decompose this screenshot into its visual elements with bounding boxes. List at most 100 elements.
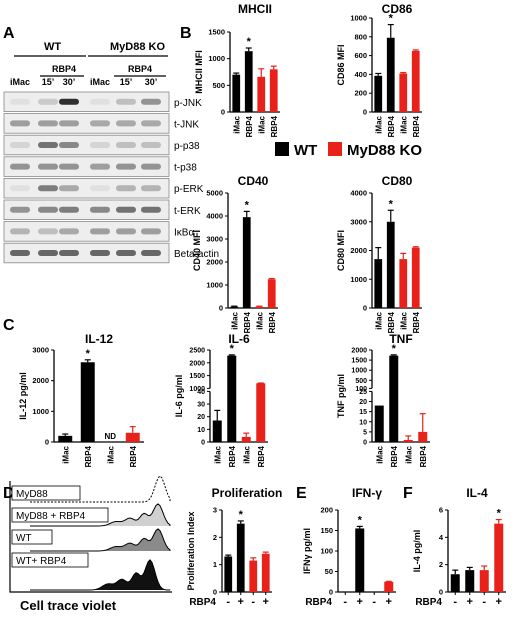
chart-title: CD80 xyxy=(382,174,413,188)
bar xyxy=(374,75,383,112)
y-tick-label: 6 xyxy=(439,506,443,515)
blot-band xyxy=(116,120,136,127)
blot-band xyxy=(59,206,79,213)
significance-star: * xyxy=(245,199,250,211)
blot-band xyxy=(38,250,58,256)
x-tick-label: - xyxy=(226,596,230,608)
blot-strip xyxy=(3,134,170,156)
blot-band xyxy=(141,120,161,127)
blot-band xyxy=(116,185,136,192)
blot-band xyxy=(38,185,58,192)
bar xyxy=(374,259,383,308)
y-axis-label: TNF pg/ml xyxy=(336,374,346,418)
x-tick-label: iMac xyxy=(255,311,264,329)
blot-band xyxy=(141,228,161,235)
significance-star: * xyxy=(497,508,502,520)
bar xyxy=(212,420,222,442)
bar xyxy=(389,355,399,442)
x-tick-label: iMac xyxy=(213,445,222,463)
blot-band xyxy=(59,98,79,105)
bar xyxy=(479,570,489,592)
y-tick-label: 30 xyxy=(197,402,205,409)
blot-band xyxy=(90,228,110,235)
blot-band xyxy=(141,163,161,170)
legend: WT MyD88 KO xyxy=(275,142,422,159)
flow-histogram xyxy=(30,528,171,552)
y-axis-label: MHCII MFI xyxy=(194,50,204,94)
y-tick-label: 15 xyxy=(359,409,367,416)
significance-star: * xyxy=(247,36,252,48)
blot-band xyxy=(141,250,161,256)
x-tick-label: RBP4 xyxy=(387,115,396,137)
significance-star: * xyxy=(239,509,244,521)
legend-label-wt: WT xyxy=(294,142,317,159)
y-tick-label: 1000 xyxy=(189,386,205,393)
blot-band xyxy=(38,120,58,127)
y-axis-label: IL-6 pg/ml xyxy=(174,375,184,418)
x-tick-label: + xyxy=(467,596,473,608)
band-label: p-p38 xyxy=(174,141,200,152)
blot-band xyxy=(116,163,136,170)
y-tick-label: 3000 xyxy=(32,346,49,355)
x-tick-label: RBP4 xyxy=(228,445,237,467)
x-tick-label: + xyxy=(496,596,502,608)
bar xyxy=(411,247,420,308)
bar xyxy=(418,431,428,442)
blot-band xyxy=(10,206,30,213)
flow-histogram xyxy=(30,503,171,527)
x-tick-label: RBP4 xyxy=(390,445,399,467)
blot-band xyxy=(141,206,161,213)
blot-band xyxy=(116,98,136,105)
y-tick-label: 10 xyxy=(359,419,367,426)
blot-band xyxy=(59,163,79,170)
y-tick-label: 3 xyxy=(213,506,217,515)
flow-histogram xyxy=(30,559,171,591)
y-tick-label: 3000 xyxy=(206,235,223,244)
blot-band xyxy=(90,185,110,192)
y-tick-label: 0 xyxy=(201,440,205,447)
y-tick-label: 20 xyxy=(197,414,205,421)
blot-strip xyxy=(3,113,170,134)
y-tick-label: 150 xyxy=(320,526,333,535)
y-tick-label: 2000 xyxy=(189,360,205,367)
y-tick-label: 40 xyxy=(197,389,205,396)
chart-title: TNF xyxy=(389,332,412,346)
y-tick-label: 1500 xyxy=(189,373,205,380)
y-tick-label: 0 xyxy=(219,304,223,313)
y-tick-label: 1000 xyxy=(208,54,225,63)
flow-row-label: WT xyxy=(16,533,32,544)
blot-band xyxy=(116,228,136,235)
x-tick-label: + xyxy=(238,596,244,608)
x-tick-label: iMac xyxy=(257,115,266,133)
y-tick-label: 2 xyxy=(439,560,443,569)
chart-il12: 0 1000 2000 3000 IL-12 pg/ml IL-12 * ND iMac RBP4… xyxy=(18,332,144,467)
x-tick-label: iMac xyxy=(61,445,70,463)
y-tick-label: 50 xyxy=(325,567,333,576)
blot-band xyxy=(10,98,30,105)
y-tick-label: 1 xyxy=(213,560,217,569)
y-tick-label: 1000 xyxy=(350,275,367,284)
blot-band xyxy=(59,185,79,192)
bar xyxy=(386,37,395,112)
bar xyxy=(494,523,504,592)
panel-letter-b: B xyxy=(180,25,192,42)
blot-band xyxy=(10,228,30,235)
y-tick-label: 25 xyxy=(359,389,367,396)
chart-title: IFN-γ xyxy=(352,486,382,500)
blot-band xyxy=(10,250,30,256)
x-tick-label: iMac xyxy=(106,445,115,463)
blot-band xyxy=(90,250,110,256)
bar xyxy=(261,553,270,592)
flow-row-label: MyD88 + RBP4 xyxy=(16,511,86,522)
y-tick-label: 400 xyxy=(354,70,367,79)
x-tick-label: RBP4 xyxy=(412,311,421,333)
significance-star: * xyxy=(389,13,394,25)
blot-band xyxy=(59,228,79,235)
blot-strip xyxy=(3,199,170,221)
blot-band xyxy=(141,142,161,148)
western-blot: WT MyD88 KO RBP4 RBP4 iMac 15’ 30’ iMac 15’ 30’ p-… xyxy=(3,41,219,264)
blot-band xyxy=(38,163,58,170)
